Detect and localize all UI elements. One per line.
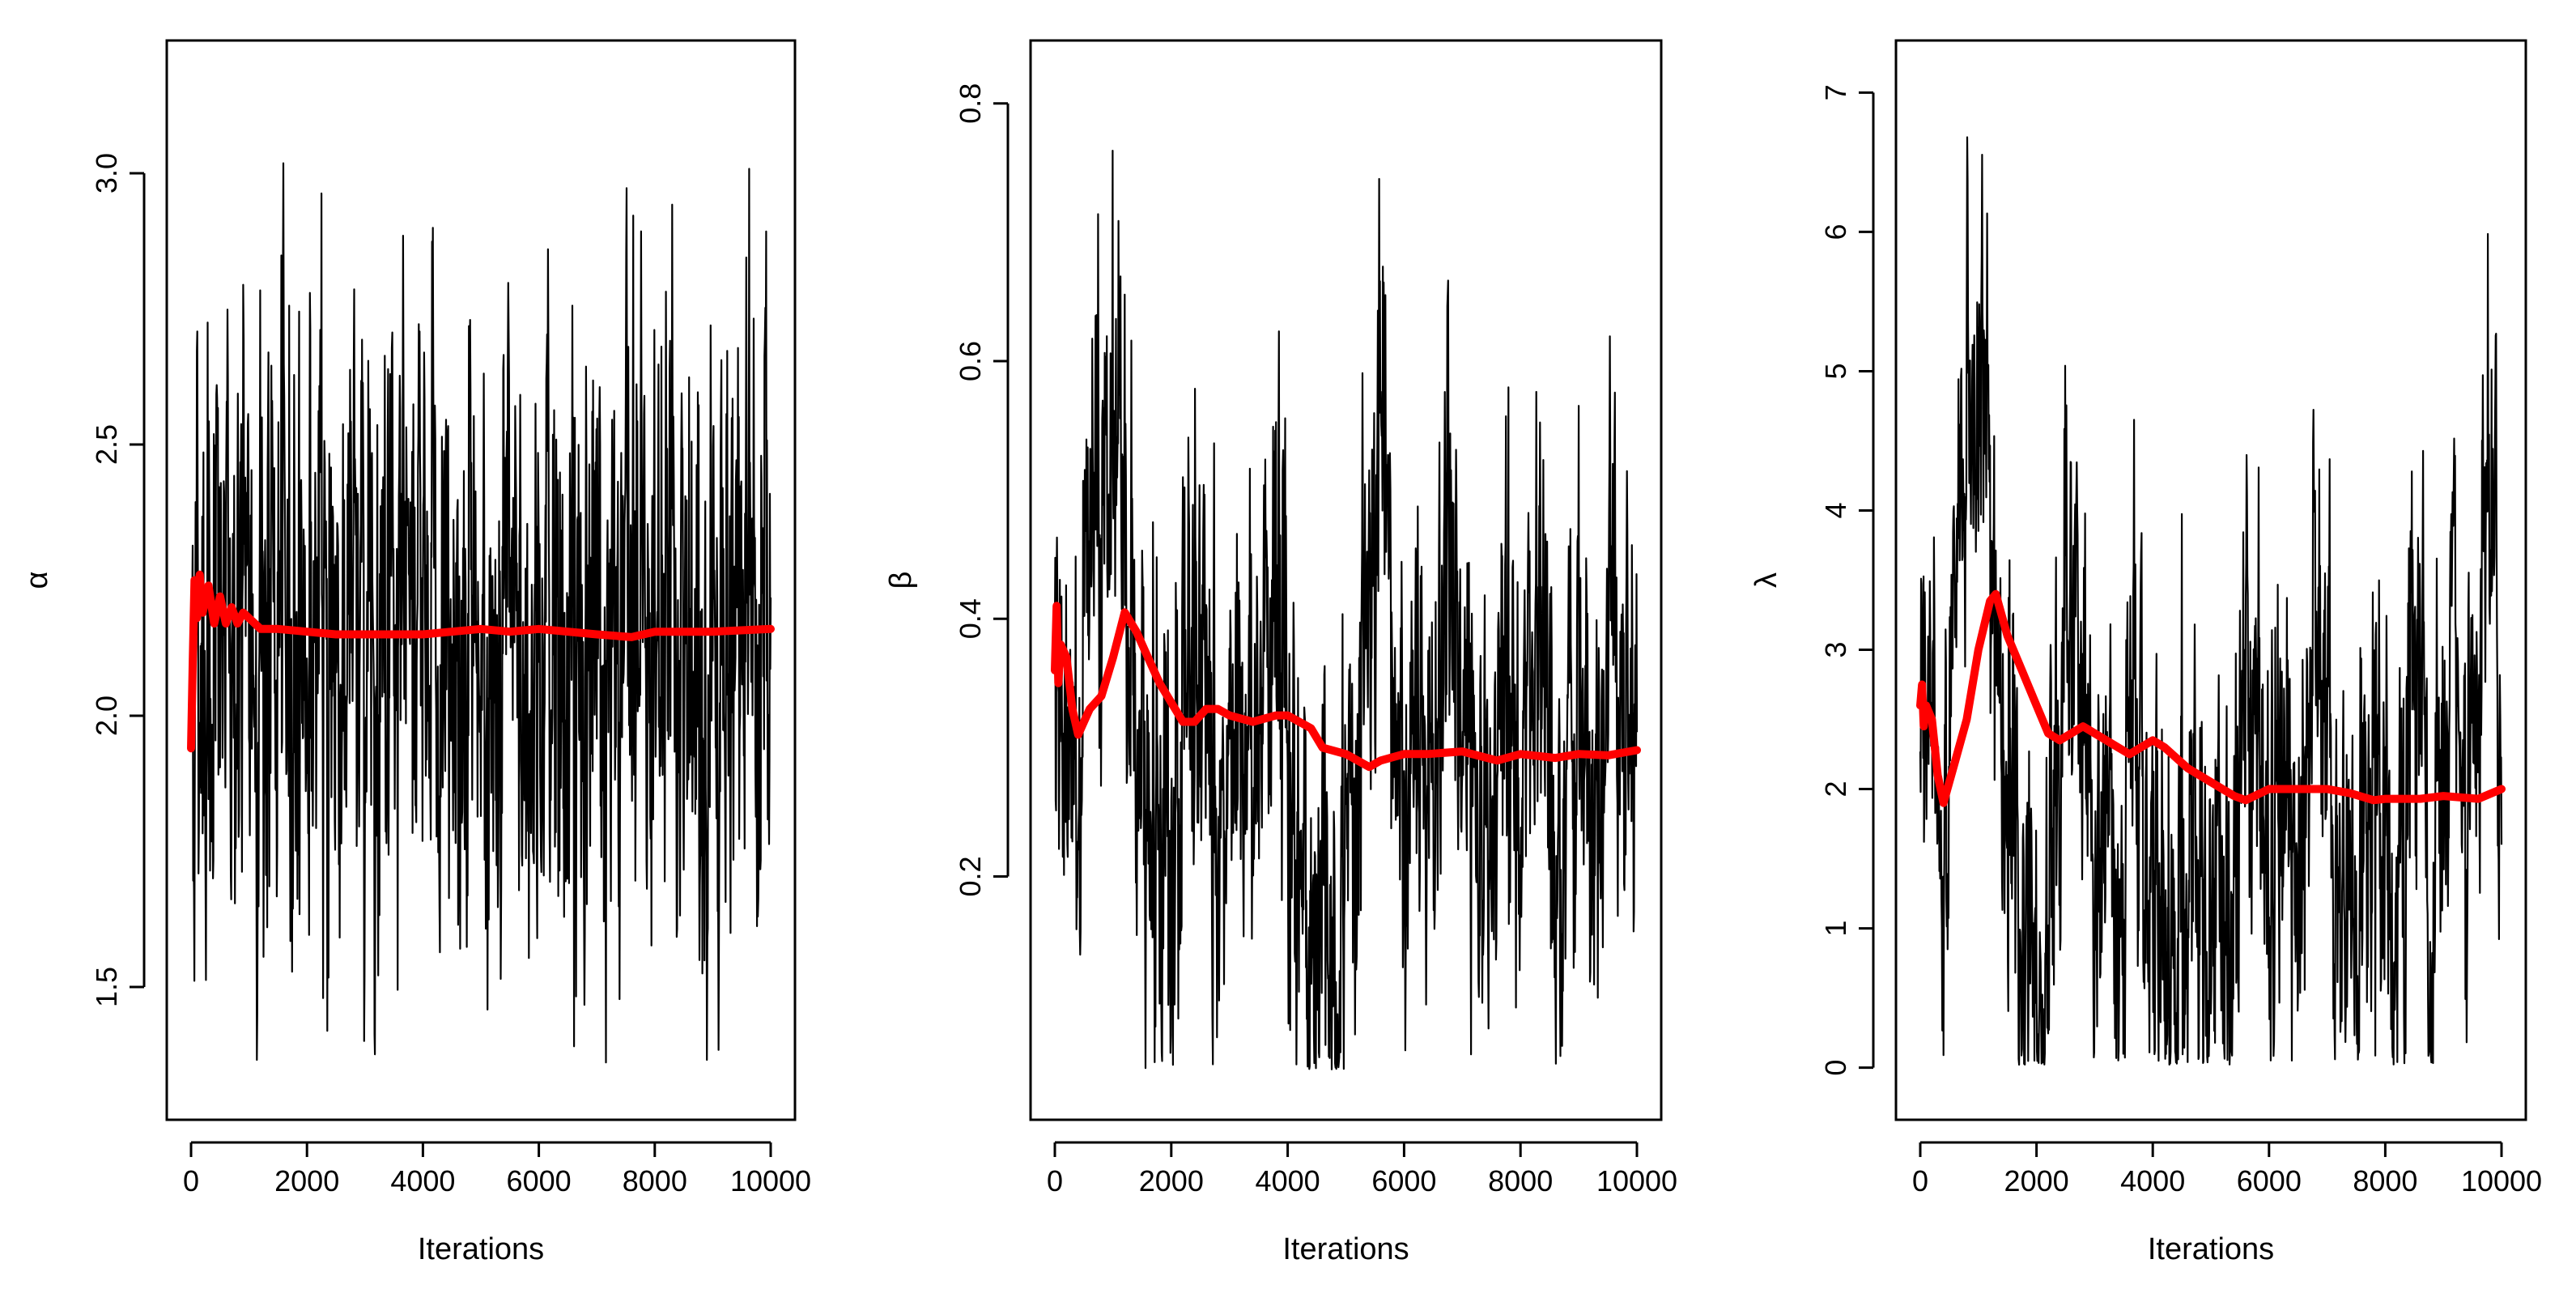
running-mean-line [1916,589,2506,807]
x-tick-label: 6000 [1371,1164,1436,1198]
y-tick-label: 3 [1819,641,1852,657]
x-tick-label: 8000 [1488,1164,1553,1198]
trace-line [1919,136,2503,1066]
y-tick-label: 5 [1819,363,1852,379]
y-tick-label: 1 [1819,921,1852,937]
x-tick-label: 6000 [507,1164,572,1198]
x-tick-label: 10000 [1596,1164,1677,1198]
x-axis-label: Iterations [2148,1232,2274,1266]
x-tick-label: 0 [1912,1164,1928,1198]
x-tick-label: 8000 [623,1164,687,1198]
plot-frame [1029,39,1663,1121]
trace-line [189,162,772,1064]
x-tick-label: 2000 [274,1164,339,1198]
y-tick-label: 1.5 [90,967,123,1007]
x-tick-label: 2000 [2004,1164,2069,1198]
y-tick-label: 2.0 [90,696,123,736]
panel-lambda: Iterations λ 0 2000 4000 6000 8000 10000 0 1 2 3 4… [1749,39,2542,1266]
y-axis-label: α [20,572,54,589]
plot-frame [165,39,797,1121]
x-tick-label: 4000 [1256,1164,1320,1198]
y-tick-label: 2.5 [90,424,123,465]
trace-line [1053,150,1639,1070]
y-tick-label: 7 [1819,84,1852,100]
plot-frame [1894,39,2527,1121]
y-axis-label: λ [1749,572,1783,588]
x-tick-label: 0 [183,1164,199,1198]
y-tick-label: 0.4 [954,598,987,639]
y-axis-label: β [884,572,918,589]
y-tick-label: 4 [1819,502,1852,518]
y-tick-label: 0 [1819,1060,1852,1076]
x-tick-label: 6000 [2237,1164,2302,1198]
x-tick-label: 10000 [730,1164,811,1198]
y-tick-label: 3.0 [90,153,123,194]
panel-alpha: Iterations α 0 2000 4000 6000 8000 10000 1.5 2.… [20,39,811,1266]
x-tick-label: 4000 [2120,1164,2185,1198]
x-tick-label: 10000 [2461,1164,2542,1198]
x-axis-label: Iterations [418,1232,544,1266]
y-tick-label: 6 [1819,223,1852,240]
running-mean-line [187,570,775,753]
y-tick-label: 0.8 [954,83,987,124]
x-tick-label: 8000 [2353,1164,2417,1198]
running-mean-line [1051,602,1641,772]
x-tick-label: 0 [1047,1164,1063,1198]
x-axis-label: Iterations [1282,1232,1409,1266]
x-tick-label: 2000 [1139,1164,1204,1198]
y-tick-label: 0.2 [954,856,987,896]
x-tick-label: 4000 [390,1164,455,1198]
y-tick-label: 2 [1819,781,1852,798]
y-tick-label: 0.6 [954,341,987,381]
panel-beta: Iterations β 0 2000 4000 6000 8000 10000 0.2 0.… [884,39,1677,1266]
